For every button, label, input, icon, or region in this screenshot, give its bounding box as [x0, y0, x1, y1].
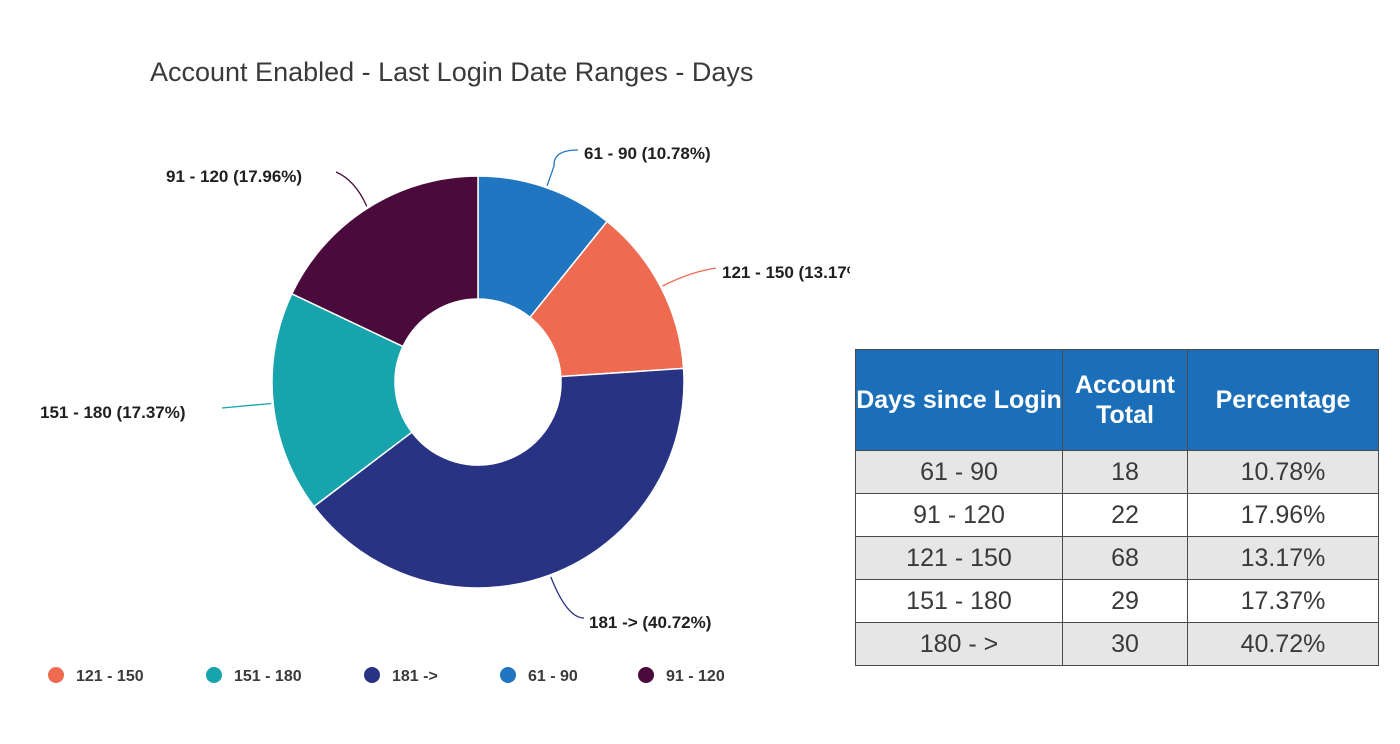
legend-swatch-151-180 [206, 667, 222, 683]
legend-label-91-120: 91 - 120 [666, 668, 725, 685]
leader-line-151-180 [221, 402, 272, 409]
cell-total: 30 [1062, 622, 1188, 666]
slice-label-151-180: 151 - 180 (17.37%) [40, 403, 186, 422]
legend-item-181: 181 -> [364, 667, 438, 685]
slice-label-61-90: 61 - 90 (10.78%) [584, 144, 711, 163]
slice-181 [312, 367, 685, 589]
slice-label-181: 181 -> (40.72%) [589, 613, 711, 632]
cell-total: 68 [1062, 536, 1188, 580]
legend-swatch-91-120 [638, 667, 654, 683]
header-percentage: Percentage [1187, 349, 1379, 451]
cell-percentage: 17.96% [1187, 493, 1379, 537]
table-row: 91 - 120 22 17.96% [855, 493, 1379, 537]
cell-days: 121 - 150 [855, 536, 1063, 580]
cell-total: 29 [1062, 579, 1188, 623]
legend-item-91-120: 91 - 120 [638, 667, 725, 685]
cell-days: 61 - 90 [855, 450, 1063, 494]
cell-percentage: 40.72% [1187, 622, 1379, 666]
leader-line-121-150 [662, 267, 717, 287]
leader-line-91-120 [335, 171, 368, 207]
table-row: 151 - 180 29 17.37% [855, 579, 1379, 623]
slice-151-180 [271, 292, 413, 508]
slice-label-91-120: 91 - 120 (17.96%) [166, 167, 302, 186]
legend-swatch-121-150 [48, 667, 64, 683]
data-table: Days since Login Account Total Percentag… [855, 349, 1379, 666]
leader-line-61-90 [546, 149, 579, 187]
legend-label-121-150: 121 - 150 [76, 668, 144, 685]
legend-label-61-90: 61 - 90 [528, 668, 578, 685]
chart-title: Account Enabled - Last Login Date Ranges… [150, 57, 754, 87]
cell-days: 151 - 180 [855, 579, 1063, 623]
cell-days: 180 - > [855, 622, 1063, 666]
cell-total: 22 [1062, 493, 1188, 537]
cell-total: 18 [1062, 450, 1188, 494]
cell-percentage: 10.78% [1187, 450, 1379, 494]
cell-percentage: 17.37% [1187, 579, 1379, 623]
legend-label-151-180: 151 - 180 [234, 668, 302, 685]
header-account-total: Account Total [1062, 349, 1188, 451]
cell-percentage: 13.17% [1187, 536, 1379, 580]
legend-item-121-150: 121 - 150 [48, 667, 144, 685]
legend-label-181: 181 -> [392, 668, 438, 685]
table-row: 61 - 90 18 10.78% [855, 450, 1379, 494]
cell-days: 91 - 120 [855, 493, 1063, 537]
header-days-since-login: Days since Login [855, 349, 1063, 451]
legend-item-61-90: 61 - 90 [500, 667, 578, 685]
table-row: 121 - 150 68 13.17% [855, 536, 1379, 580]
table-header-row: Days since Login Account Total Percentag… [855, 349, 1379, 451]
donut-chart: 61 - 90 (10.78%) 121 - 150 (13.17%) 181 ->… [40, 144, 850, 685]
legend-item-151-180: 151 - 180 [206, 667, 302, 685]
leader-line-181 [550, 576, 585, 619]
slice-91-120 [290, 175, 479, 348]
slice-label-121-150: 121 - 150 (13.17%) [722, 263, 850, 282]
legend-swatch-181 [364, 667, 380, 683]
table-row: 180 - > 30 40.72% [855, 622, 1379, 666]
slice-121-150 [528, 220, 685, 378]
legend-swatch-61-90 [500, 667, 516, 683]
